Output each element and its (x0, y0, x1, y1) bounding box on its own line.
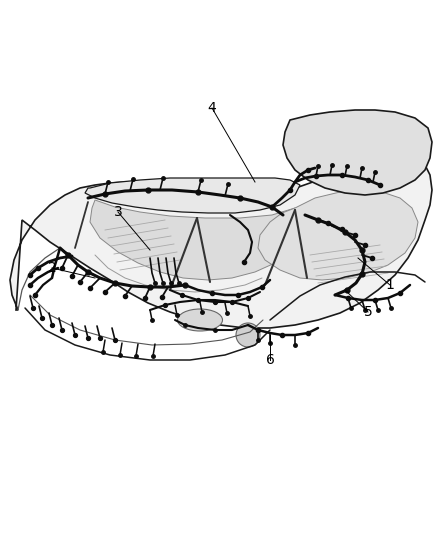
Polygon shape (258, 190, 418, 280)
Text: 2: 2 (48, 261, 57, 275)
Text: 5: 5 (364, 305, 372, 319)
Circle shape (236, 323, 260, 347)
Text: 6: 6 (265, 353, 275, 367)
Text: 3: 3 (113, 205, 122, 219)
Ellipse shape (177, 309, 223, 331)
Text: 1: 1 (385, 278, 395, 292)
Polygon shape (85, 178, 300, 213)
Text: 4: 4 (208, 101, 216, 115)
Polygon shape (283, 110, 432, 195)
Polygon shape (90, 200, 305, 280)
Polygon shape (10, 158, 432, 328)
